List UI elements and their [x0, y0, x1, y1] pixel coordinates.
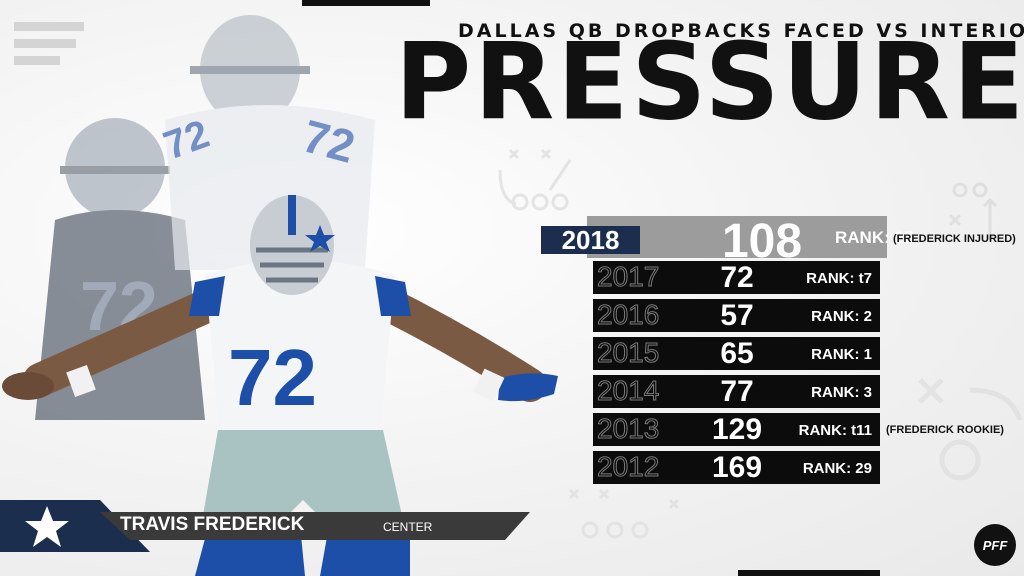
player-position: CENTER: [383, 520, 433, 534]
row-value: 72: [720, 261, 754, 294]
row-year: 2013: [596, 413, 660, 444]
player-photo-composite: 72 72 72 72: [2, 15, 558, 576]
row-year: 2016: [596, 299, 660, 330]
table-row: 2013 129 RANK: t11: [593, 413, 880, 446]
row-year: 2015: [596, 337, 660, 368]
row-rank: RANK: 29: [802, 460, 872, 477]
row-rank: RANK: 2: [811, 308, 872, 325]
row-rank: RANK: t11: [798, 422, 872, 439]
row-value: 129: [711, 413, 763, 446]
row-rank: RANK: t7: [806, 270, 872, 287]
row-rank: RANK: 1: [811, 346, 872, 363]
playbook-diagram-bottom-right: [918, 378, 1023, 481]
star-icon: [25, 506, 69, 547]
player-name-banner: TRAVIS FREDERICK CENTER: [0, 500, 540, 552]
table-row: 2017 72 RANK: t7: [593, 261, 880, 294]
row-year: 2014: [596, 375, 660, 406]
table-row: 2012 169 RANK: 29: [593, 451, 880, 484]
table-row: 2016 57 RANK: 2: [593, 299, 880, 332]
row-year: 2012: [596, 451, 660, 482]
row-value: 169: [711, 451, 763, 484]
player-name: TRAVIS FREDERICK: [120, 514, 305, 535]
svg-text:72: 72: [228, 333, 317, 422]
playbook-diagram-bottom: [568, 488, 680, 539]
top-accent-bar: [302, 0, 430, 6]
pff-logo: PFF: [974, 524, 1016, 566]
playbook-diagram-right: [948, 182, 998, 240]
table-row: 2015 65 RANK: 1: [593, 337, 880, 370]
row-rank: RANK: 3: [811, 384, 872, 401]
row-value: 77: [720, 375, 754, 408]
chart-title: PRESSURE: [395, 19, 1024, 145]
menu-lines-decoration: [14, 22, 86, 82]
highlight-year: 2018: [541, 225, 640, 255]
highlight-note: (FREDERICK INJURED): [893, 233, 1016, 245]
chart-subtitle: DALLAS QB DROPBACKS FACED VS INTERIOR: [458, 20, 1024, 42]
playbook-diagram-top: [498, 148, 572, 211]
bottom-accent-bar: [738, 570, 880, 576]
highlight-value: 108: [721, 215, 803, 268]
row-note: (FREDERICK ROOKIE): [886, 424, 1004, 436]
row-value: 65: [720, 337, 754, 370]
row-year: 2017: [596, 261, 660, 292]
row-value: 57: [720, 299, 754, 332]
highlight-rank: RANK: 25: [835, 228, 914, 247]
table-row: 2014 77 RANK: 3: [593, 375, 880, 408]
player-main: 72: [2, 195, 558, 576]
